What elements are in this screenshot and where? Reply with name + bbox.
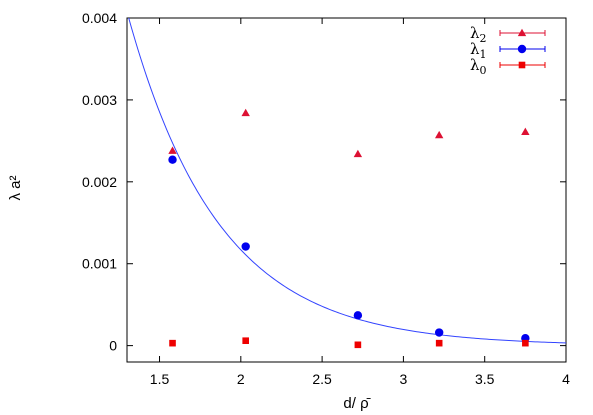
legend-marker: [517, 44, 527, 54]
data-point: [434, 328, 444, 337]
data-point: [522, 339, 529, 347]
data-point: [435, 339, 443, 347]
x-tick-label: 2: [237, 371, 245, 387]
data-point: [521, 127, 530, 135]
x-tick-label: 2.5: [312, 371, 332, 387]
data-point: [354, 341, 362, 349]
plot-frame: [126, 17, 567, 363]
data-point: [168, 155, 177, 164]
legend-label: λ1: [470, 40, 487, 61]
plot-area: [126, 17, 567, 363]
y-tick-label: 0: [109, 338, 117, 354]
x-tick-label: 3.5: [475, 371, 495, 387]
y-tick-label: 0.002: [82, 174, 117, 190]
axis-ticks: [127, 17, 567, 362]
y-tick-label: 0.003: [82, 92, 117, 108]
x-tick-label: 4: [562, 371, 570, 387]
legend-marker: [517, 28, 527, 37]
legend-marker: [518, 61, 526, 69]
y-axis-label: λ a²: [7, 175, 24, 200]
x-axis-label: d/ ρ̄: [343, 395, 370, 412]
tick-labels: 1.5 2 2.5 3 3.5 4 0 0.001 0.002 0.003 0.004: [82, 10, 570, 387]
data-point: [168, 146, 177, 154]
legend-label: λ2: [470, 24, 487, 45]
y-tick-label: 0.004: [82, 10, 117, 26]
fit-curve: [128, 18, 566, 344]
data-point: [242, 337, 249, 345]
data-point: [169, 339, 176, 347]
y-tick-label: 0.001: [82, 256, 117, 272]
data-point: [353, 149, 363, 158]
fit-curve-group: [128, 18, 566, 344]
series-group: [168, 108, 530, 349]
legend-label: λ0: [470, 56, 487, 77]
x-tick-label: 1.5: [150, 371, 170, 387]
data-point: [241, 108, 250, 117]
data-point: [353, 311, 363, 320]
x-tick-label: 3: [400, 371, 408, 387]
series-1: [168, 155, 530, 343]
data-point: [434, 130, 444, 139]
data-point: [241, 242, 250, 251]
series-0: [168, 108, 530, 158]
series-2: [169, 337, 529, 349]
